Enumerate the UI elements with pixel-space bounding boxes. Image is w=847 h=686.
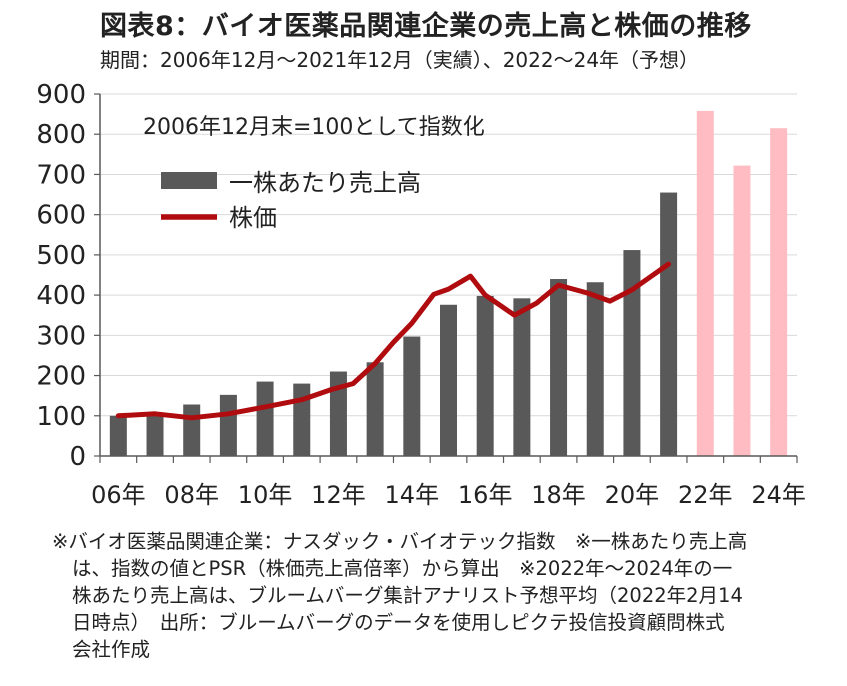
chart-title: 図表8：バイオ医薬品関連企業の売上高と株価の推移 [100,11,752,42]
x-tick-label: 18年 [531,481,586,509]
sales-bar [219,394,237,456]
x-tick-label: 06年 [91,481,146,509]
bar-line-chart: 0 100 200 300 400 500 600 700 800 900 06年 08年 10年 12… [36,80,806,509]
y-tick-label: 400 [36,281,86,311]
sales-bar [366,362,384,456]
x-tick-labels: 06年 08年 10年 12年 14年 16年 18年 20年 22年 24年 [91,481,806,509]
footnote-line-1: ※バイオ医薬品関連企業：ナスダック・バイオテック指数 ※一株あたり売上高 [52,530,748,553]
sales-bar [109,415,127,456]
forecast-bar [770,128,788,456]
footnote-line-2: は、指数の値とPSR（株価売上高倍率）から算出 ※2022年～2024年の一 [72,557,733,580]
chart-subtitle: 期間：2006年12月～2021年12月（実績）、2022～24年（予想） [100,48,700,72]
y-tick-label: 800 [36,120,86,150]
legend-label-price: 株価 [229,204,277,232]
sales-bar [660,192,678,457]
x-tick-label: 08年 [164,481,219,509]
x-tick-label: 16年 [458,481,513,509]
footnote: ※バイオ医薬品関連企業：ナスダック・バイオテック指数 ※一株あたり売上高 は、指… [52,528,842,663]
legend-swatch-sales [161,172,217,189]
sales-bar [586,282,604,456]
forecast-bar [733,165,751,456]
sales-bar [293,383,311,456]
y-tick-labels: 0 100 200 300 400 500 600 700 800 900 [36,80,86,472]
y-tick-label: 700 [36,160,86,190]
sales-bar [403,336,421,456]
y-tick-label: 600 [36,201,86,231]
legend: 一株あたり売上高 株価 [161,169,421,232]
y-tick-label: 500 [36,241,86,271]
sales-bar [256,381,274,456]
x-tick-label: 20年 [605,481,660,509]
sales-bar [513,298,531,456]
y-tick-label: 100 [36,402,86,432]
y-tick-label: 300 [36,321,86,351]
x-tick-label: 10年 [238,481,293,509]
x-tick-label: 24年 [751,481,806,509]
y-tick-label: 900 [36,80,86,110]
sales-bar [550,279,568,456]
y-tick-label: 200 [36,362,86,392]
sales-bar [623,250,641,456]
footnote-line-4: 日時点） 出所：ブルームバーグのデータを使用しピクテ投信投資顧問株式 [72,611,725,634]
forecast-bar [696,110,714,456]
y-tick-label: 0 [69,442,86,472]
stock-price-line [115,261,672,421]
footnote-line-3: 株あたり売上高は、ブルームバーグ集計アナリスト予想平均（2022年2月14 [72,584,743,607]
sales-bar [440,304,457,456]
sales-bar [329,371,347,456]
x-tick-label: 12年 [311,481,366,509]
axes [94,93,798,463]
legend-label-sales: 一株あたり売上高 [229,169,421,197]
sales-bar [183,404,201,456]
sales-bar [476,295,494,456]
sales-bar [146,413,164,456]
footnote-line-5: 会社作成 [72,638,151,661]
x-tick-label: 14年 [385,481,440,509]
x-tick-label: 22年 [678,481,733,509]
price-line-layer [115,261,672,421]
bars [109,110,788,457]
index-note: 2006年12月末=100として指数化 [143,115,485,140]
